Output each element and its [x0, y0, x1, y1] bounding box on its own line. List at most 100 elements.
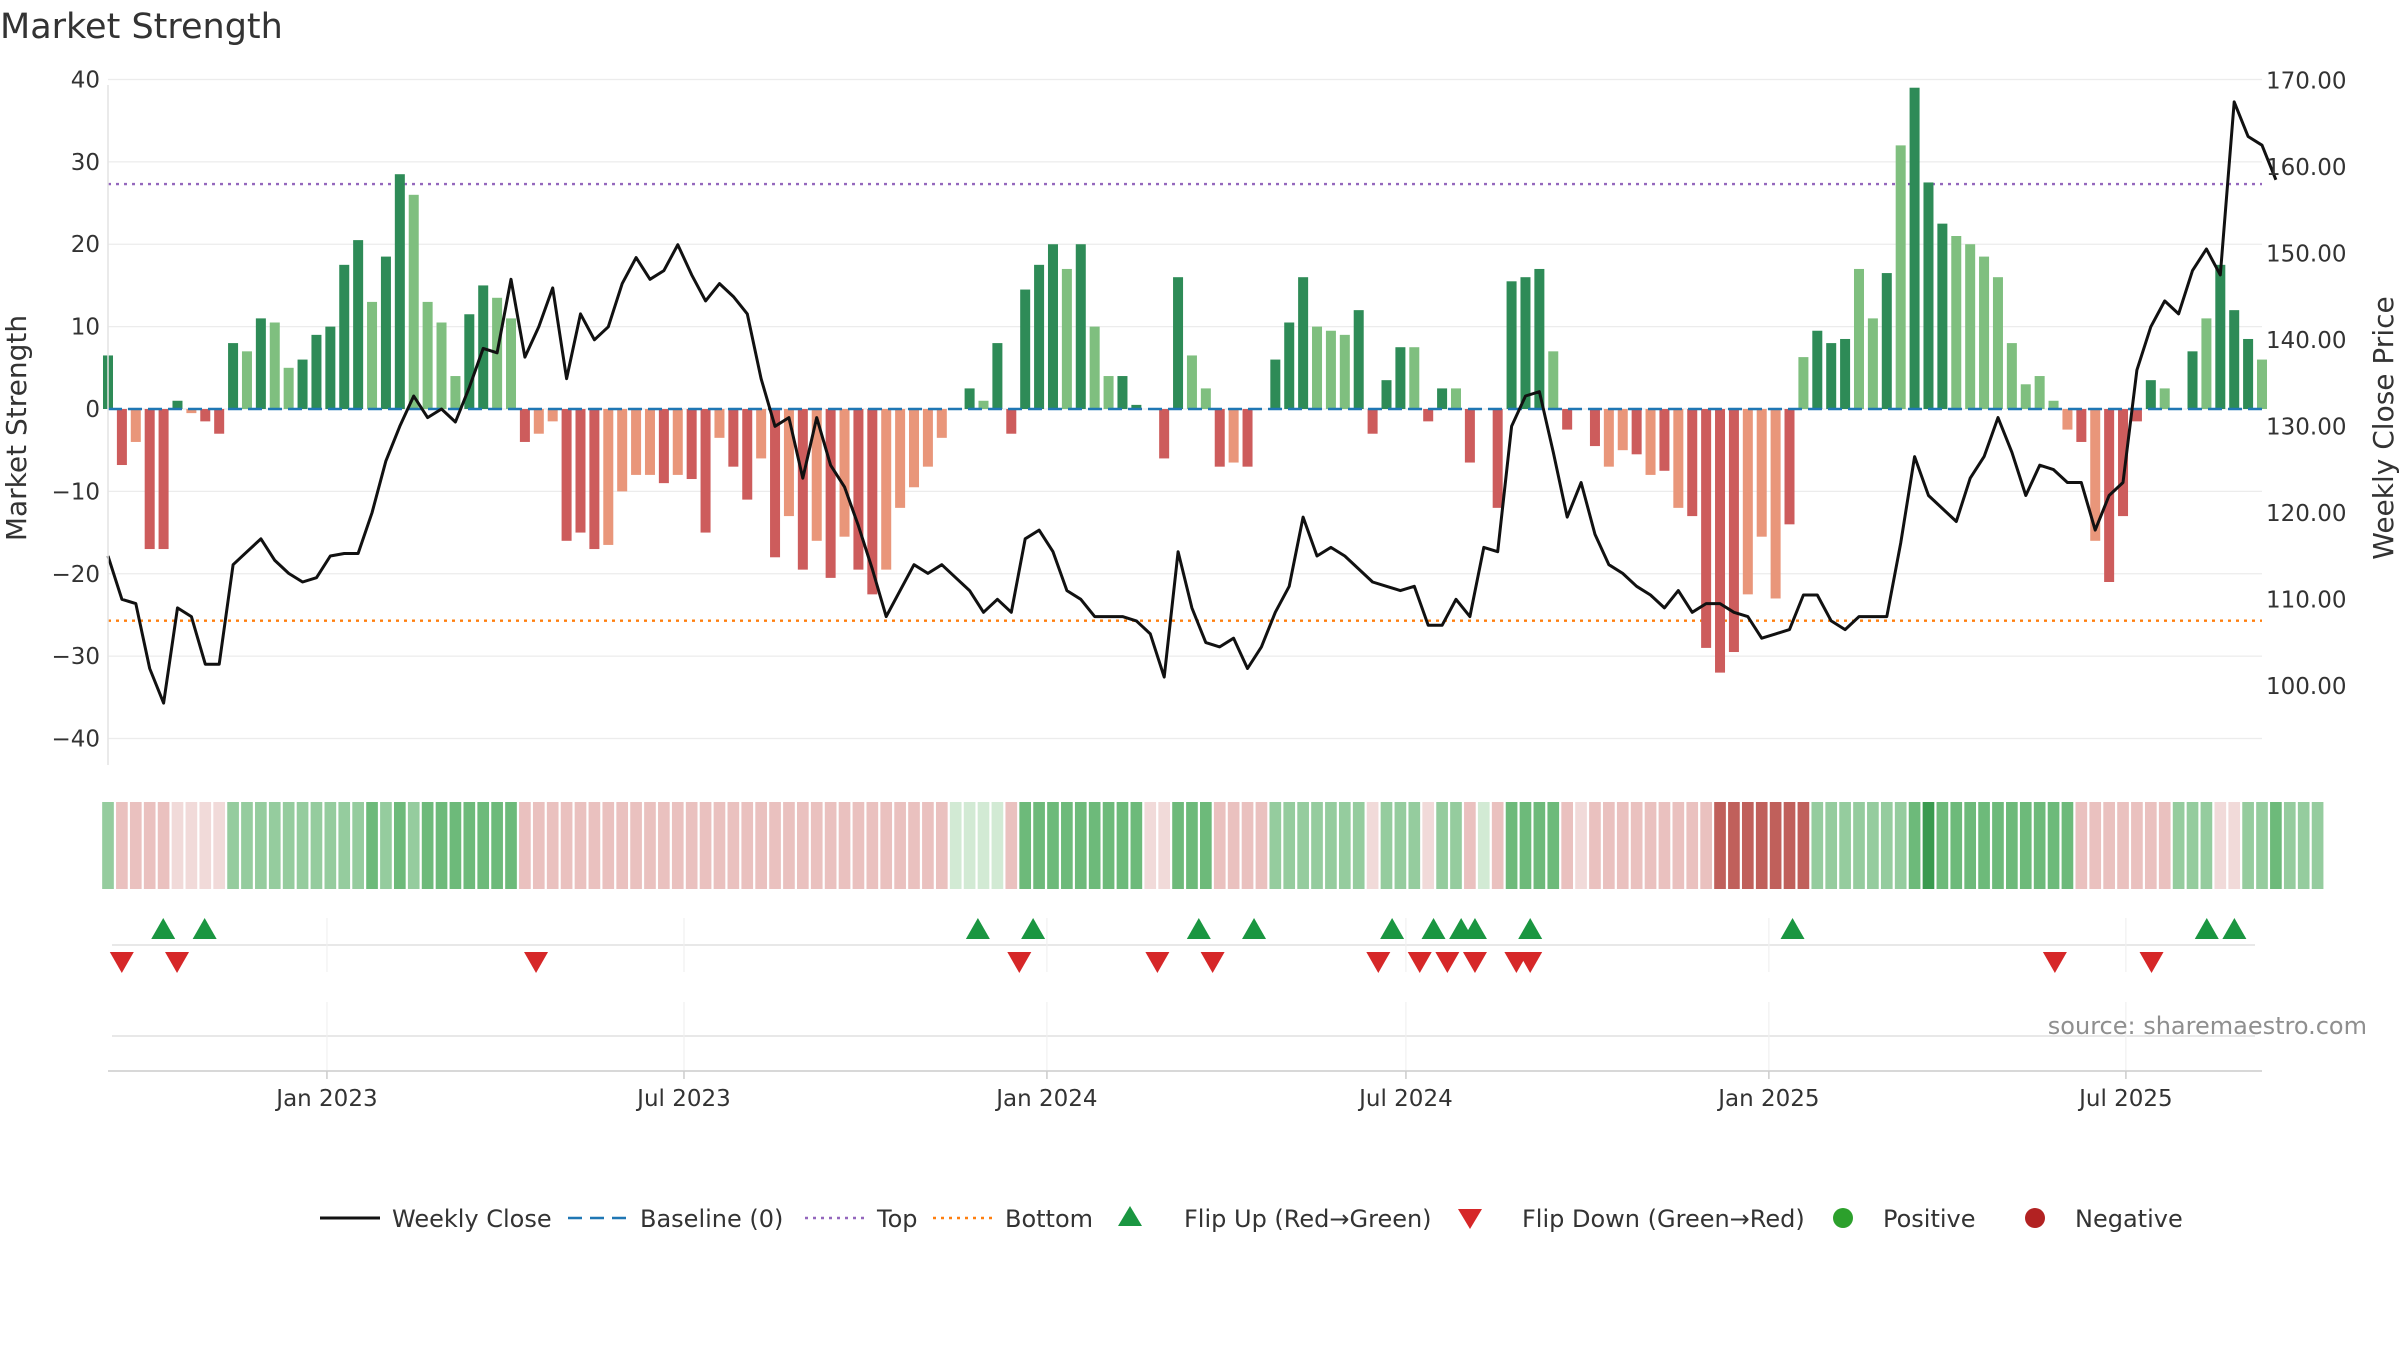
- strength-bar: [1659, 409, 1670, 471]
- heat-cell: [2075, 802, 2088, 889]
- strength-bar: [325, 326, 336, 409]
- heat-cell: [1825, 802, 1838, 889]
- heat-cell: [1853, 802, 1865, 889]
- heat-cell: [1325, 802, 1337, 889]
- legend-label: Negative: [2075, 1205, 2183, 1233]
- legend-swatch-triangle-up: [1118, 1206, 1142, 1226]
- heat-cell: [671, 802, 684, 889]
- heat-cell: [1394, 802, 1407, 889]
- strength-bar: [1826, 343, 1837, 409]
- strength-bar: [1200, 388, 1211, 409]
- strength-bar: [1923, 182, 1934, 409]
- heat-cell: [1880, 802, 1893, 889]
- heat-cell: [1200, 802, 1212, 889]
- flip-up-marker: [1242, 918, 1267, 939]
- heat-cell: [213, 802, 226, 889]
- legend-swatch-triangle-down: [1458, 1209, 1482, 1229]
- heat-cell: [2270, 802, 2282, 889]
- flip-down-marker: [109, 952, 134, 973]
- heat-cell: [1088, 802, 1101, 889]
- strength-bar: [1117, 376, 1128, 409]
- heat-cell: [157, 802, 170, 889]
- strength-bar: [1798, 357, 1809, 409]
- weekly-close-series: [106, 100, 2278, 705]
- y2-tick-label: 120.00: [2266, 501, 2346, 527]
- heat-cell: [2131, 802, 2143, 889]
- y-tick-label: 20: [71, 232, 100, 258]
- flip-down-marker: [2042, 952, 2067, 973]
- legend-item-top: Top: [805, 1205, 918, 1233]
- strength-bar: [1492, 409, 1503, 508]
- heat-cell: [824, 802, 837, 889]
- strength-bar: [2118, 409, 2129, 517]
- strength-bar: [1589, 409, 1600, 447]
- strength-bar: [964, 388, 975, 409]
- strength-bar: [770, 409, 781, 558]
- flip-down-marker: [1366, 952, 1391, 973]
- chart-title: Market Strength: [0, 7, 283, 47]
- strength-bar: [1867, 318, 1878, 409]
- heat-cell: [977, 802, 990, 889]
- heat-cell: [2158, 802, 2171, 889]
- strength-bar: [2229, 310, 2240, 409]
- heat-cell: [574, 802, 587, 889]
- heat-cell: [1992, 802, 2004, 889]
- heat-cell: [143, 802, 156, 889]
- heat-cell: [1186, 802, 1198, 889]
- strength-bar: [2020, 384, 2031, 409]
- strength-bar: [1715, 409, 1726, 673]
- strength-bar: [714, 409, 725, 438]
- heat-cell: [658, 802, 670, 889]
- heat-cell: [560, 802, 573, 889]
- heat-cell: [171, 802, 184, 889]
- heat-cell: [2033, 802, 2046, 889]
- heat-cell: [1338, 802, 1351, 889]
- heat-cell: [1172, 802, 1184, 889]
- flip-down-marker: [524, 952, 549, 973]
- y-tick-label: 40: [71, 67, 100, 93]
- strength-bar: [116, 409, 127, 466]
- strength-bar: [1103, 376, 1114, 409]
- strength-bar: [214, 409, 225, 434]
- strength-bars: [102, 87, 2268, 673]
- heat-cell: [2283, 802, 2296, 889]
- strength-bar: [450, 376, 461, 409]
- heat-cell: [2061, 802, 2074, 889]
- strength-bar: [1034, 264, 1045, 409]
- strength-bar: [1159, 409, 1170, 459]
- strength-bar: [519, 409, 530, 442]
- source-note: source: sharemaestro.com: [2048, 1012, 2367, 1040]
- x-tick-label: Jul 2024: [1357, 1086, 1453, 1112]
- strength-bar: [367, 301, 378, 409]
- heat-cell: [1783, 802, 1796, 889]
- strength-bar: [1881, 273, 1892, 409]
- heat-cell: [2228, 802, 2241, 889]
- strength-bar: [603, 409, 614, 545]
- heat-cell: [685, 802, 698, 889]
- strength-bar: [575, 409, 586, 533]
- flip-up-marker: [2194, 918, 2219, 939]
- heat-cell: [1130, 802, 1143, 889]
- strength-bar: [172, 400, 183, 409]
- legend-item-bottom: Bottom: [933, 1205, 1093, 1233]
- heat-cell: [1116, 802, 1129, 889]
- heat-cell: [407, 802, 420, 889]
- flip-up-marker: [2222, 918, 2247, 939]
- strength-bar: [130, 409, 141, 442]
- strength-bar: [867, 409, 878, 595]
- legend-label: Weekly Close: [392, 1205, 552, 1233]
- heat-cell: [1241, 802, 1254, 889]
- strength-bar: [2145, 380, 2156, 409]
- heat-cell: [1297, 802, 1309, 889]
- y2-tick-label: 150.00: [2266, 241, 2346, 267]
- heat-cell: [1686, 802, 1699, 889]
- strength-bar: [658, 409, 669, 484]
- flip-down-marker: [1007, 952, 1032, 973]
- legend-label: Flip Up (Red→Green): [1184, 1205, 1432, 1233]
- heat-cell: [1074, 802, 1087, 889]
- strength-bar: [1409, 347, 1420, 409]
- heat-cell: [1728, 802, 1740, 889]
- heat-cell: [1464, 802, 1476, 889]
- heat-cell: [477, 802, 490, 889]
- heat-cell: [908, 802, 920, 889]
